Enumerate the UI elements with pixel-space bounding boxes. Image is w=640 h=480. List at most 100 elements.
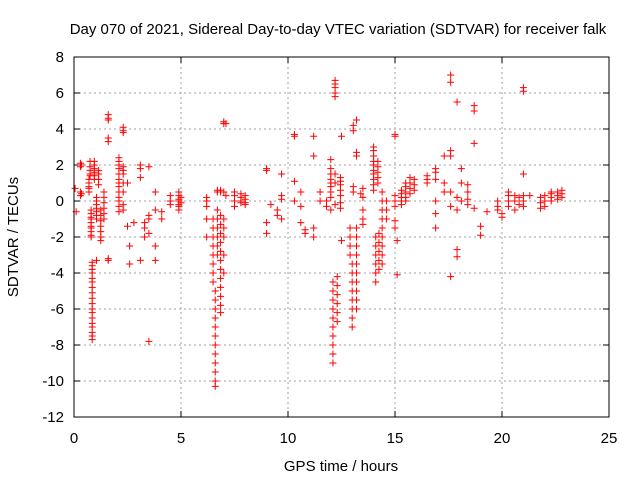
- data-point: [77, 190, 85, 198]
- data-point: [336, 192, 344, 200]
- data-point: [393, 271, 401, 279]
- data-point: [220, 188, 228, 196]
- data-point: [457, 165, 465, 173]
- data-point: [333, 291, 341, 299]
- data-point: [145, 215, 153, 223]
- data-point: [145, 163, 153, 171]
- data-point: [329, 350, 337, 358]
- data-point: [211, 296, 219, 304]
- data-point: [211, 287, 219, 295]
- data-point: [352, 116, 360, 124]
- data-point: [177, 199, 185, 207]
- data-point: [453, 193, 461, 201]
- data-point: [263, 166, 271, 174]
- data-point: [213, 215, 221, 223]
- data-point: [203, 215, 211, 223]
- data-point: [333, 273, 341, 281]
- data-point: [372, 251, 380, 259]
- data-point: [515, 201, 523, 209]
- data-point: [77, 161, 85, 169]
- data-point: [359, 206, 367, 214]
- data-point: [211, 368, 219, 376]
- data-point: [393, 237, 401, 245]
- data-point: [241, 201, 249, 209]
- data-point: [349, 188, 357, 196]
- data-point: [359, 193, 367, 201]
- data-point: [151, 206, 159, 214]
- data-point: [447, 202, 455, 210]
- data-point: [203, 202, 211, 210]
- data-point: [470, 204, 478, 212]
- data-point: [447, 152, 455, 160]
- data-point: [378, 242, 386, 250]
- data-point: [310, 152, 318, 160]
- data-point: [432, 168, 440, 176]
- data-point: [348, 314, 356, 322]
- data-point: [470, 107, 478, 115]
- data-point: [526, 192, 534, 200]
- data-point: [151, 188, 159, 196]
- data-point: [515, 193, 523, 201]
- data-point: [310, 224, 318, 232]
- data-point: [278, 215, 286, 223]
- data-point: [375, 256, 383, 264]
- data-point: [211, 332, 219, 340]
- data-point: [323, 202, 331, 210]
- data-point: [447, 78, 455, 86]
- data-point: [432, 224, 440, 232]
- data-point: [327, 193, 335, 201]
- data-point: [327, 206, 335, 214]
- data-point: [370, 186, 378, 194]
- data-point: [372, 278, 380, 286]
- data-point: [217, 238, 225, 246]
- data-point: [375, 265, 383, 273]
- data-point: [352, 233, 360, 241]
- y-tick-label: 6: [56, 85, 64, 102]
- data-point: [220, 215, 228, 223]
- data-point: [329, 359, 337, 367]
- data-point: [346, 224, 354, 232]
- data-point: [87, 233, 95, 241]
- data-point: [211, 382, 219, 390]
- data-point: [410, 186, 418, 194]
- data-point: [554, 195, 562, 203]
- data-point: [88, 258, 96, 266]
- data-point: [209, 278, 217, 286]
- data-point: [352, 278, 360, 286]
- data-point: [519, 87, 527, 95]
- data-point: [346, 233, 354, 241]
- y-tick-label: -2: [51, 229, 64, 246]
- data-point: [378, 224, 386, 232]
- data-point: [71, 184, 79, 192]
- data-point: [331, 201, 339, 209]
- data-point: [331, 170, 339, 178]
- data-point: [453, 98, 461, 106]
- y-tick-label: -6: [51, 301, 64, 318]
- data-point: [391, 224, 399, 232]
- data-point: [76, 163, 84, 171]
- data-point: [464, 188, 472, 196]
- x-tick-label: 5: [177, 430, 185, 447]
- y-tick-label: 2: [56, 157, 64, 174]
- data-point: [352, 242, 360, 250]
- data-point: [220, 269, 228, 277]
- data-point: [391, 217, 399, 225]
- data-point: [329, 296, 337, 304]
- data-point: [222, 192, 230, 200]
- data-point: [217, 265, 225, 273]
- data-point: [352, 251, 360, 259]
- data-point: [329, 305, 337, 313]
- data-point: [104, 116, 112, 124]
- data-point: [136, 256, 144, 264]
- data-point: [290, 177, 298, 185]
- data-point: [141, 233, 149, 241]
- data-point: [558, 193, 566, 201]
- data-point: [119, 206, 127, 214]
- data-point: [382, 206, 390, 214]
- data-point: [391, 202, 399, 210]
- data-point: [372, 260, 380, 268]
- data-point: [477, 231, 485, 239]
- data-point: [402, 197, 410, 205]
- y-tick-label: -10: [42, 373, 64, 390]
- data-point: [329, 323, 337, 331]
